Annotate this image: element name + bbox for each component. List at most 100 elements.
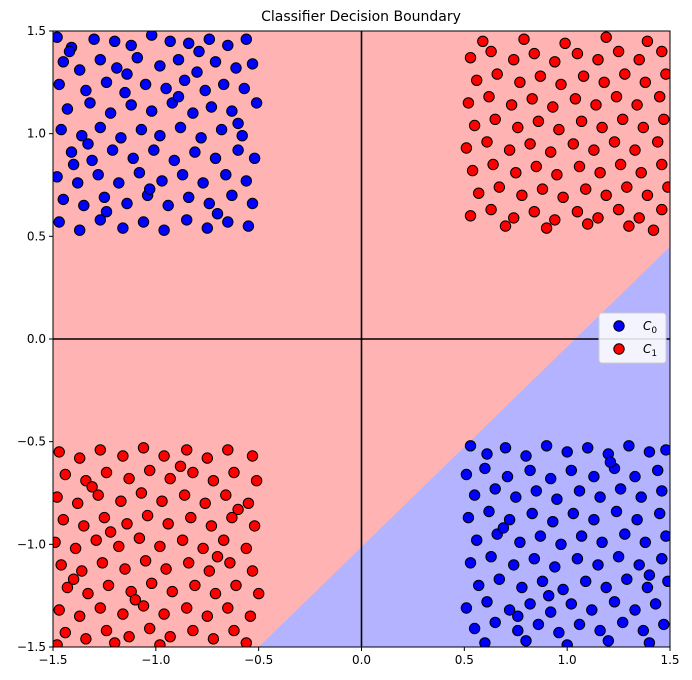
class-0-point [98, 191, 111, 204]
class-0-point [460, 468, 473, 481]
class-1-point [218, 534, 230, 546]
class-0-point [545, 472, 557, 485]
class-1-point [57, 514, 69, 526]
class-0-point [604, 456, 617, 468]
class-0-point [144, 183, 156, 195]
class-0-point [479, 462, 491, 475]
class-1-point [524, 138, 536, 150]
class-0-point [53, 171, 63, 183]
class-1-point [588, 144, 600, 156]
class-0-point [168, 154, 181, 167]
class-0-point [78, 199, 90, 212]
class-0-point [125, 39, 137, 52]
class-1-point [222, 444, 234, 456]
class-0-point [218, 78, 230, 91]
y-tick-label: −1.5 [17, 640, 46, 654]
class-1-point [121, 518, 133, 530]
class-1-point [228, 466, 240, 479]
class-0-point [226, 105, 238, 117]
class-1-point [594, 167, 606, 179]
class-0-point [524, 598, 536, 610]
class-1-point [162, 518, 174, 530]
class-0-point [561, 639, 573, 647]
class-0-point [209, 56, 222, 68]
class-1-point [240, 542, 253, 555]
class-1-point [189, 579, 201, 592]
class-0-point [649, 598, 662, 610]
class-1-point [211, 551, 224, 563]
class-1-point [553, 123, 565, 136]
class-0-point [631, 514, 643, 526]
class-1-point [658, 113, 670, 126]
class-1-point [580, 183, 592, 195]
class-1-point [164, 472, 176, 485]
class-0-point [639, 536, 651, 548]
legend-marker [613, 320, 625, 332]
class-0-point [109, 35, 121, 47]
y-tick-label: 1.5 [27, 24, 46, 38]
class-0-point [575, 530, 588, 542]
class-0-point [501, 470, 514, 483]
class-0-point [106, 144, 119, 156]
class-1-point [526, 93, 538, 105]
class-0-point [528, 553, 540, 565]
class-0-point [67, 158, 80, 171]
class-0-point [236, 130, 248, 142]
class-1-point [549, 214, 561, 226]
class-1-point [619, 68, 631, 80]
class-1-point [137, 600, 150, 612]
class-0-point [174, 121, 187, 134]
class-1-point [166, 585, 179, 598]
class-0-point [113, 177, 125, 189]
class-0-point [526, 507, 538, 520]
class-0-point [80, 84, 92, 97]
class-1-point [74, 610, 86, 622]
class-1-point [205, 520, 218, 532]
class-1-point [635, 167, 647, 179]
class-0-point [555, 538, 567, 550]
x-axis: −1.5 −1.0 −0.5 0.0 0.5 1.0 1.5 [38, 647, 680, 667]
class-1-point [600, 31, 612, 43]
class-0-point [63, 45, 76, 58]
class-0-point [232, 117, 244, 130]
class-0-point [479, 637, 491, 647]
class-1-point [248, 520, 261, 532]
class-0-point [503, 604, 516, 616]
class-0-point [588, 470, 600, 483]
class-0-point [643, 446, 656, 458]
class-1-point [76, 565, 88, 577]
class-0-point [473, 579, 485, 592]
class-0-point [514, 536, 526, 548]
class-1-point [53, 491, 63, 503]
class-1-point [123, 631, 135, 643]
class-1-point [69, 542, 82, 555]
x-tick-label: 0.5 [455, 653, 474, 667]
class-0-point [209, 152, 222, 165]
class-0-point [250, 97, 263, 109]
class-0-point [503, 514, 516, 526]
class-0-point [146, 105, 158, 117]
class-0-point [246, 58, 259, 70]
class-1-point [621, 181, 633, 193]
y-tick-label: 0.5 [27, 229, 46, 243]
class-0-point [86, 154, 98, 167]
class-1-point [654, 91, 666, 103]
class-0-point [84, 97, 96, 109]
class-0-point [133, 167, 146, 179]
class-1-point [508, 54, 520, 66]
class-0-point [512, 624, 524, 637]
class-1-point [207, 633, 220, 645]
class-1-point [466, 164, 479, 177]
class-1-point [489, 113, 501, 126]
class-0-point [635, 491, 647, 503]
class-1-point [623, 220, 635, 232]
class-0-point [481, 596, 493, 608]
class-0-point [240, 33, 253, 45]
class-1-point [503, 144, 516, 156]
class-0-point [497, 522, 510, 534]
class-1-point [512, 121, 524, 134]
class-1-point [253, 587, 265, 600]
class-1-point [641, 189, 654, 202]
class-0-point [489, 483, 501, 495]
class-1-point [481, 136, 493, 148]
